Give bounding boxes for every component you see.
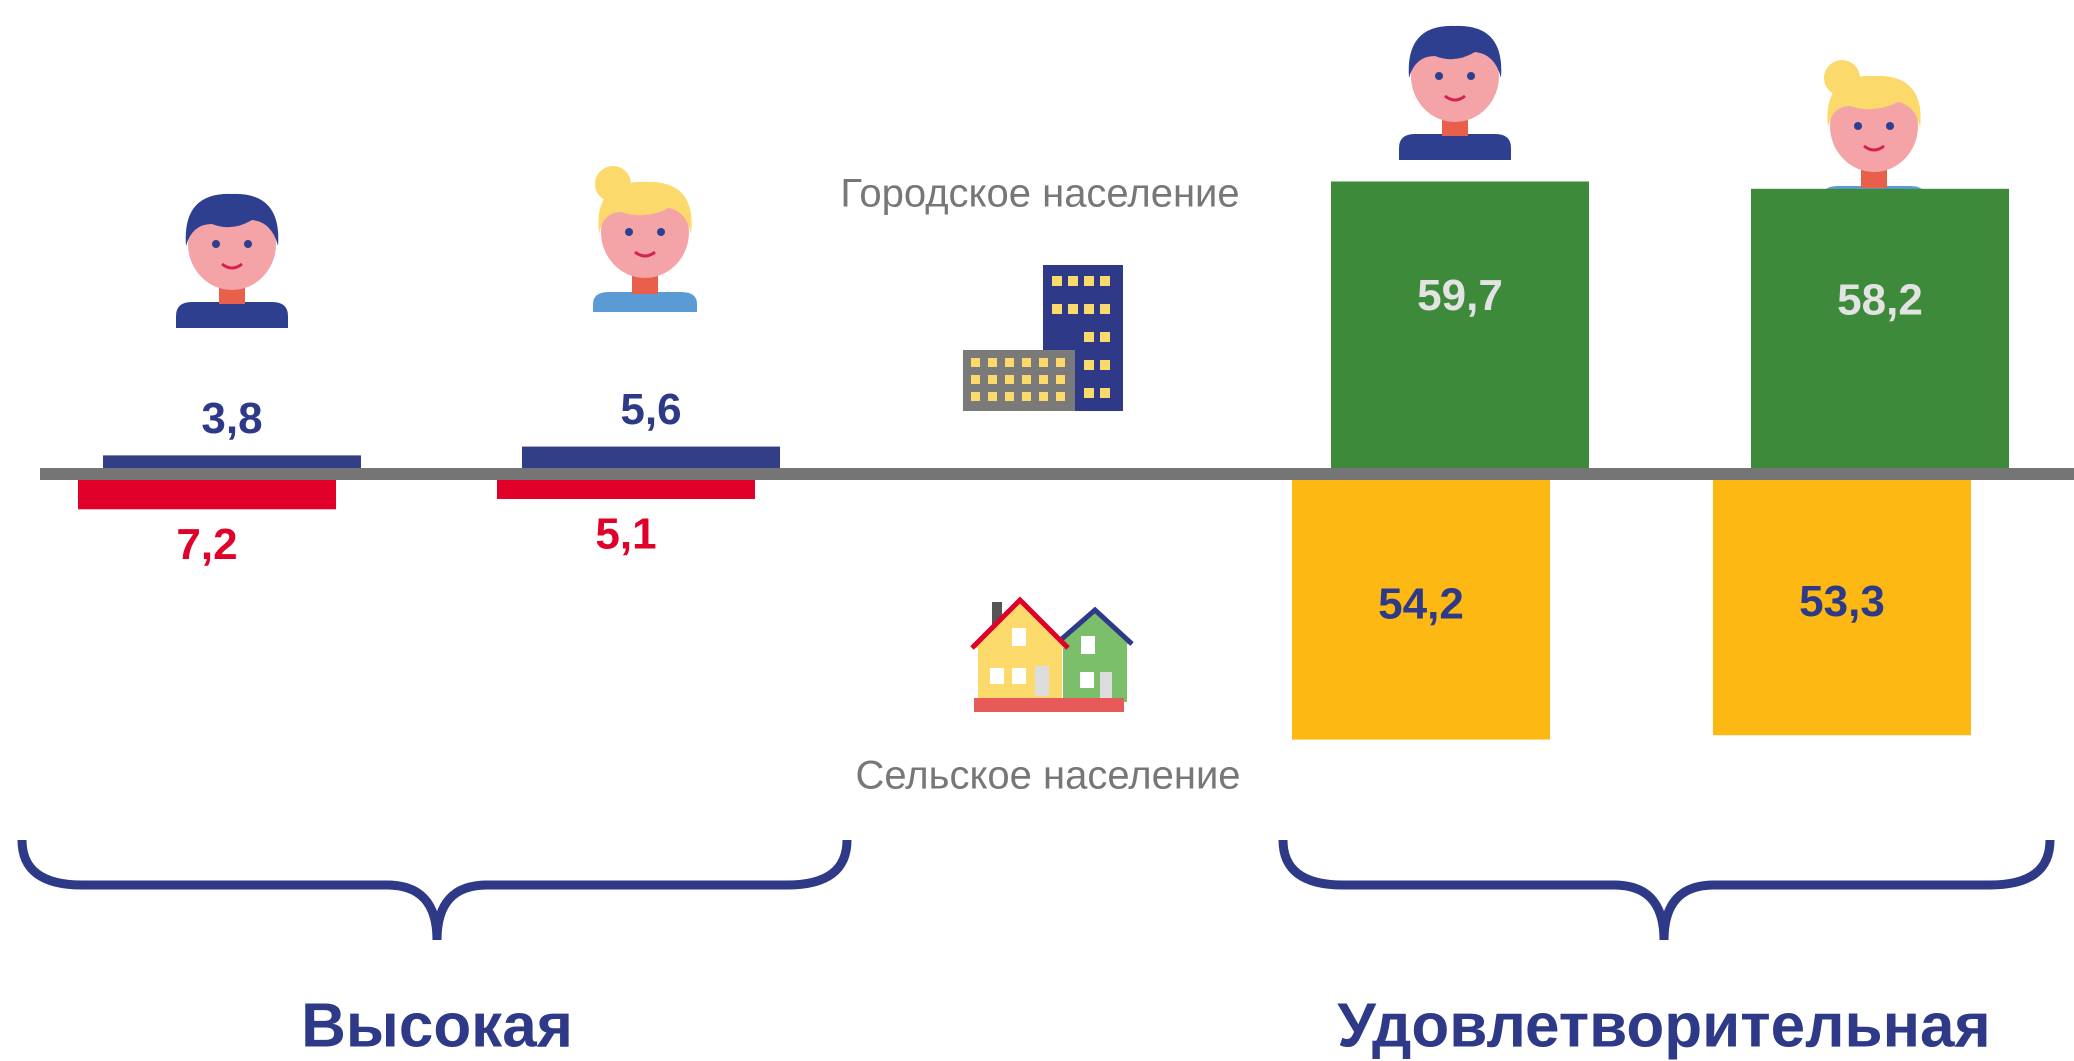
woman-icon <box>593 166 697 312</box>
value-label: 53,3 <box>1799 577 1885 626</box>
value-label: 7,2 <box>176 520 237 569</box>
chart: Городское население Сельское население 3… <box>0 0 2074 1061</box>
group-label: Удовлетворительная <box>1337 991 1990 1060</box>
value-label: 54,2 <box>1378 579 1464 628</box>
man-icon <box>1399 26 1511 160</box>
village-icon <box>972 600 1132 712</box>
legend-urban: Городское население <box>840 172 1239 216</box>
woman-icon <box>1822 60 1926 206</box>
axis-line <box>40 468 2074 480</box>
legend-rural: Сельское население <box>855 754 1240 798</box>
value-label: 5,6 <box>620 385 681 434</box>
brace <box>22 840 847 940</box>
value-label: 3,8 <box>201 394 262 443</box>
value-label: 5,1 <box>595 510 656 559</box>
value-label: 58,2 <box>1837 276 1923 325</box>
city-icon <box>963 265 1123 411</box>
man-icon <box>176 194 288 328</box>
group-label: Высокая <box>301 991 573 1060</box>
bar <box>1751 189 2009 474</box>
bar <box>1331 181 1589 474</box>
value-label: 59,7 <box>1417 271 1503 320</box>
brace <box>1283 840 2050 940</box>
